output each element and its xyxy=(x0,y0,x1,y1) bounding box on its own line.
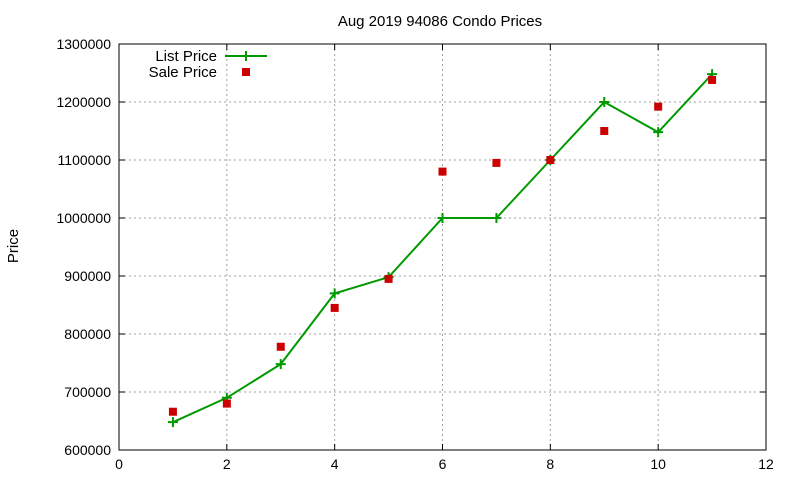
x-tick-label: 2 xyxy=(223,456,231,472)
x-tick-label: 6 xyxy=(439,456,447,472)
y-tick-label: 600000 xyxy=(64,442,111,458)
data-point-square xyxy=(222,399,231,408)
x-tick-label: 10 xyxy=(650,456,666,472)
y-tick-label: 1200000 xyxy=(56,94,111,110)
data-point-square xyxy=(708,75,717,84)
data-point-plus xyxy=(329,288,340,299)
series-2 xyxy=(168,75,717,416)
data-point-square xyxy=(654,102,663,111)
data-point-square xyxy=(384,274,393,283)
grid xyxy=(119,44,766,450)
y-tick-label: 1300000 xyxy=(56,36,111,52)
data-point-plus xyxy=(491,213,502,223)
chart-title: Aug 2019 94086 Condo Prices xyxy=(338,13,542,30)
x-tick-label: 0 xyxy=(115,456,123,472)
legend-marker-square xyxy=(242,68,250,76)
legend-marker-plus xyxy=(241,51,251,61)
data-point-square xyxy=(438,167,447,176)
legend-label: List Price xyxy=(155,48,217,65)
data-point-square xyxy=(492,158,501,167)
series-layer xyxy=(167,69,718,428)
series-1 xyxy=(167,69,718,428)
x-tick-label: 4 xyxy=(331,456,339,472)
y-tick-label: 900000 xyxy=(64,268,111,284)
data-point-plus xyxy=(599,97,610,107)
y-tick-label: 800000 xyxy=(64,326,111,342)
x-tick-label: 8 xyxy=(546,456,554,472)
legend-label: Sale Price xyxy=(149,64,217,81)
data-point-square xyxy=(600,127,609,135)
axis-ticks: 0 2 4 6 8 10 12 600000 700000 800000 900000 1000000… xyxy=(56,36,774,472)
data-point-square xyxy=(330,303,339,312)
plot-frame xyxy=(118,43,767,451)
data-point-plus xyxy=(167,417,178,428)
data-point-square xyxy=(276,342,285,351)
y-tick-label: 1000000 xyxy=(56,210,111,226)
data-point-plus xyxy=(653,127,664,138)
data-point-plus xyxy=(275,359,286,370)
data-point-square xyxy=(168,407,177,416)
x-tick-label: 12 xyxy=(758,456,774,472)
y-tick-label: 1100000 xyxy=(58,152,112,168)
data-point-plus xyxy=(437,213,448,223)
y-axis-label: Price xyxy=(5,229,22,263)
y-tick-label: 700000 xyxy=(64,384,111,400)
data-point-square xyxy=(546,156,555,164)
